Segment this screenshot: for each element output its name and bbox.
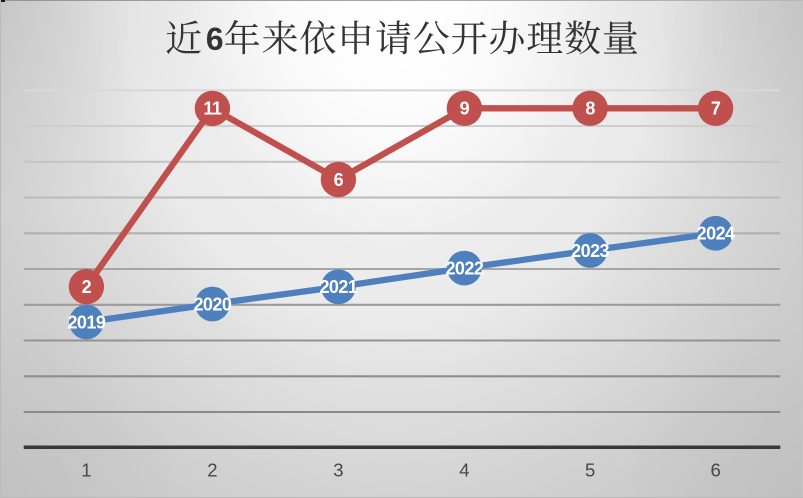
- svg-text:6: 6: [710, 460, 720, 481]
- svg-text:7: 7: [711, 99, 721, 119]
- svg-text:8: 8: [585, 99, 595, 119]
- svg-text:2024: 2024: [697, 224, 735, 244]
- svg-text:3: 3: [333, 460, 343, 481]
- svg-text:2023: 2023: [571, 241, 609, 261]
- svg-text:2020: 2020: [193, 294, 231, 314]
- svg-text:5: 5: [585, 460, 595, 481]
- svg-text:2022: 2022: [445, 258, 483, 278]
- svg-text:2019: 2019: [67, 312, 105, 332]
- svg-text:4: 4: [459, 460, 469, 481]
- svg-text:9: 9: [460, 99, 470, 119]
- svg-text:2021: 2021: [319, 277, 357, 297]
- svg-text:2: 2: [207, 460, 217, 481]
- svg-text:1: 1: [81, 460, 91, 481]
- svg-text:2: 2: [82, 277, 92, 297]
- svg-text:6: 6: [334, 170, 344, 190]
- svg-text:11: 11: [203, 99, 221, 119]
